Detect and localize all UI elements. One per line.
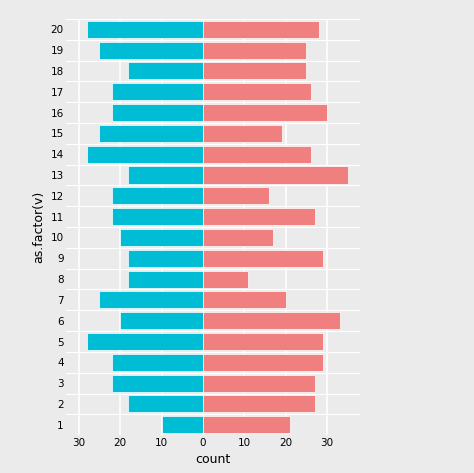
Bar: [203, 291, 286, 308]
Bar: [203, 312, 339, 329]
Bar: [87, 333, 203, 350]
Bar: [203, 42, 306, 59]
Bar: [112, 208, 203, 225]
X-axis label: count: count: [196, 454, 231, 466]
Bar: [112, 187, 203, 204]
Bar: [100, 291, 203, 308]
Bar: [203, 395, 315, 412]
Bar: [100, 125, 203, 142]
Bar: [203, 83, 310, 100]
Bar: [203, 166, 348, 184]
Bar: [203, 104, 327, 121]
Bar: [203, 271, 248, 288]
Bar: [162, 416, 203, 433]
Bar: [112, 375, 203, 392]
Bar: [128, 250, 203, 267]
Bar: [203, 125, 282, 142]
Bar: [100, 42, 203, 59]
Bar: [203, 354, 323, 371]
Bar: [120, 229, 203, 246]
Bar: [87, 21, 203, 38]
Bar: [203, 208, 315, 225]
Bar: [203, 333, 323, 350]
Bar: [203, 250, 323, 267]
Bar: [112, 104, 203, 121]
Bar: [128, 271, 203, 288]
Legend: F, M: F, M: [378, 162, 429, 225]
Bar: [128, 166, 203, 184]
Bar: [203, 187, 269, 204]
Bar: [128, 62, 203, 79]
Bar: [203, 229, 273, 246]
Bar: [112, 83, 203, 100]
Bar: [203, 21, 319, 38]
Bar: [120, 312, 203, 329]
Y-axis label: as.factor(v): as.factor(v): [32, 191, 45, 263]
Bar: [203, 146, 310, 163]
Bar: [203, 62, 306, 79]
Bar: [203, 416, 290, 433]
Bar: [128, 395, 203, 412]
Bar: [112, 354, 203, 371]
Bar: [203, 375, 315, 392]
Bar: [87, 146, 203, 163]
